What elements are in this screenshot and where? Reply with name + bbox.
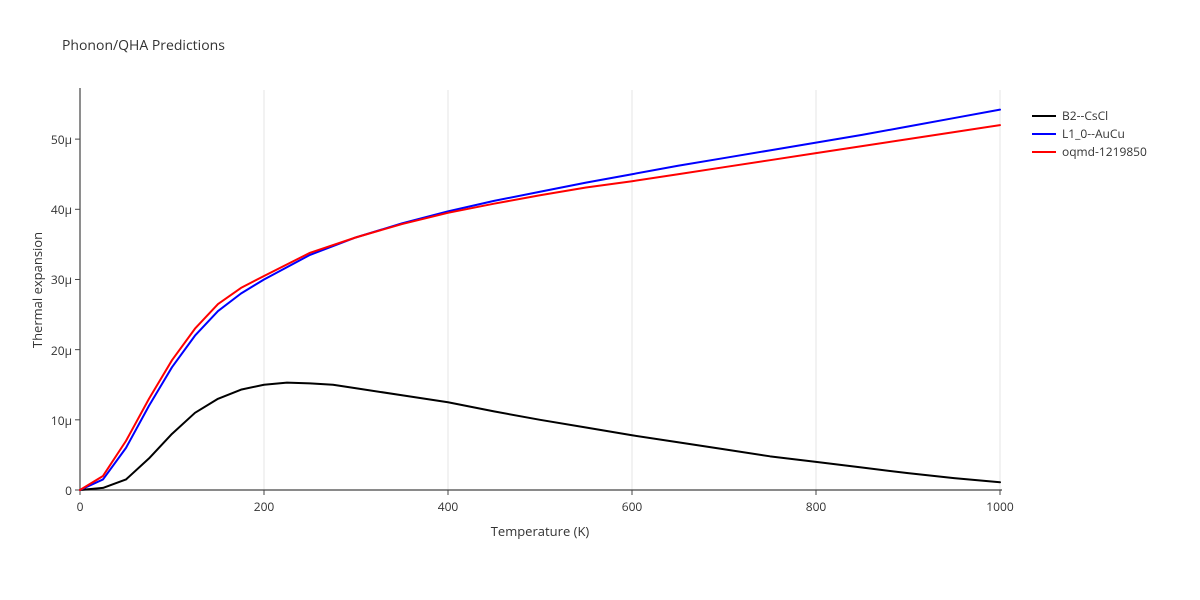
y-tick-label: 10µ bbox=[40, 412, 72, 429]
legend-label: L1_0--AuCu bbox=[1062, 126, 1125, 142]
y-axis-label: Thermal expansion bbox=[28, 190, 46, 390]
legend-swatch bbox=[1032, 151, 1056, 153]
x-tick-label: 800 bbox=[801, 498, 831, 515]
y-tick-label: 30µ bbox=[40, 271, 72, 288]
x-tick-label: 400 bbox=[433, 498, 463, 515]
x-tick-label: 1000 bbox=[985, 498, 1015, 515]
legend-item[interactable]: L1_0--AuCu bbox=[1032, 126, 1147, 142]
y-tick-label: 40µ bbox=[40, 201, 72, 218]
x-tick-label: 200 bbox=[249, 498, 279, 515]
legend-item[interactable]: oqmd-1219850 bbox=[1032, 144, 1147, 160]
legend-label: oqmd-1219850 bbox=[1062, 144, 1147, 160]
y-tick-label: 20µ bbox=[40, 342, 72, 359]
chart-title: Phonon/QHA Predictions bbox=[62, 36, 225, 55]
x-tick-label: 0 bbox=[65, 498, 95, 515]
legend-item[interactable]: B2--CsCl bbox=[1032, 108, 1147, 124]
chart-container: Phonon/QHA Predictions Temperature (K) T… bbox=[0, 0, 1200, 600]
series-line[interactable] bbox=[80, 125, 1000, 490]
legend-label: B2--CsCl bbox=[1062, 108, 1108, 124]
x-tick-label: 600 bbox=[617, 498, 647, 515]
plot-area[interactable] bbox=[80, 90, 1000, 490]
series-line[interactable] bbox=[80, 110, 1000, 490]
legend[interactable]: B2--CsCl L1_0--AuCu oqmd-1219850 bbox=[1032, 108, 1147, 162]
legend-swatch bbox=[1032, 115, 1056, 117]
y-tick-label: 0 bbox=[40, 482, 72, 499]
series-line[interactable] bbox=[80, 383, 1000, 490]
y-tick-label: 50µ bbox=[40, 131, 72, 148]
x-axis-label: Temperature (K) bbox=[440, 522, 640, 540]
legend-swatch bbox=[1032, 133, 1056, 135]
